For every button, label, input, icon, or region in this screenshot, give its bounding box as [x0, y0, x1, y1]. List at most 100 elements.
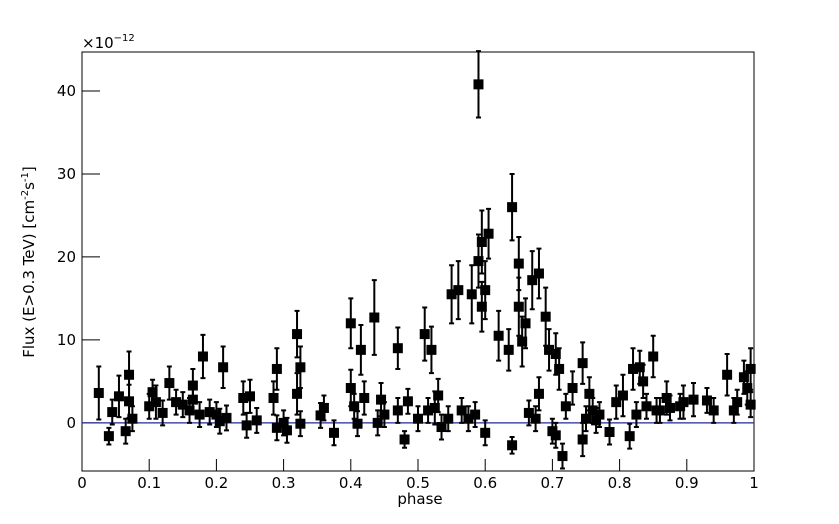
data-point	[157, 407, 168, 418]
x-tick-label: 0.3	[272, 474, 296, 492]
data-point	[617, 390, 628, 401]
data-point	[150, 397, 161, 408]
data-point	[355, 344, 366, 355]
data-point	[728, 405, 739, 416]
x-tick-label: 0.5	[406, 474, 430, 492]
data-point	[107, 407, 118, 418]
data-point	[584, 388, 595, 399]
data-point	[470, 409, 481, 420]
data-point	[144, 401, 155, 412]
data-point	[352, 418, 363, 429]
data-point	[292, 388, 303, 399]
data-point	[473, 256, 484, 267]
data-point	[533, 388, 544, 399]
x-tick-label: 0.8	[608, 474, 632, 492]
data-point	[372, 417, 383, 428]
data-point	[745, 363, 756, 374]
data-point	[315, 410, 326, 421]
data-point	[413, 413, 423, 424]
data-point	[423, 405, 434, 416]
data-point	[456, 405, 467, 416]
data-point	[113, 391, 124, 402]
data-point	[594, 409, 605, 420]
data-point	[349, 401, 360, 412]
data-point	[295, 362, 306, 373]
x-tick-label: 1	[749, 474, 759, 492]
ylabel-part: ]	[20, 166, 38, 172]
data-point	[732, 397, 743, 408]
data-point	[544, 344, 555, 355]
data-point	[443, 413, 454, 424]
data-point	[493, 330, 504, 341]
data-point	[503, 344, 514, 355]
data-point	[426, 344, 437, 355]
data-point	[214, 416, 225, 427]
data-point	[271, 363, 282, 374]
data-point	[557, 451, 568, 462]
data-point	[520, 318, 531, 329]
data-point	[577, 358, 588, 369]
x-tick-label: 0.9	[675, 474, 699, 492]
data-point	[271, 422, 282, 433]
data-point	[634, 362, 645, 373]
data-point	[194, 409, 205, 420]
data-point	[184, 405, 195, 416]
data-point	[124, 369, 135, 380]
data-point	[402, 396, 413, 407]
data-point	[517, 336, 528, 347]
data-point	[708, 405, 719, 416]
data-point	[251, 415, 262, 426]
data-point	[665, 402, 675, 413]
data-point	[661, 392, 672, 403]
data-point	[238, 392, 249, 403]
data-point	[701, 395, 712, 406]
data-point	[507, 440, 518, 451]
data-point	[540, 311, 551, 322]
data-point	[722, 369, 733, 380]
data-point	[577, 434, 588, 445]
data-point	[392, 405, 403, 416]
data-point	[127, 413, 138, 424]
y-tick-label: 0	[66, 414, 76, 432]
data-point	[628, 363, 639, 374]
data-point	[648, 351, 659, 362]
data-point	[567, 383, 578, 394]
data-point	[171, 397, 182, 408]
y-axis-label: Flux (E>0.3 TeV) [cm-2s-1]	[20, 166, 38, 358]
data-point	[523, 407, 534, 418]
y-tick-label: 30	[57, 165, 76, 183]
data-point	[745, 399, 756, 410]
data-point	[513, 301, 524, 312]
data-point	[550, 430, 561, 441]
data-point	[392, 343, 403, 354]
data-point	[103, 431, 114, 442]
data-point	[436, 422, 447, 433]
data-point	[292, 329, 303, 340]
data-point	[318, 402, 329, 413]
data-point	[369, 312, 380, 323]
data-point	[483, 228, 494, 239]
data-point	[507, 202, 518, 213]
data-point	[480, 285, 491, 296]
data-point	[329, 427, 339, 438]
data-point	[581, 413, 591, 424]
x-tick-label: 0.4	[339, 474, 363, 492]
data-point	[345, 383, 356, 394]
data-point	[604, 427, 615, 438]
ylabel-sup: -1	[20, 172, 31, 182]
x-axis-label: phase	[397, 490, 442, 508]
data-point	[476, 237, 487, 248]
data-point	[211, 409, 222, 420]
data-point	[379, 409, 390, 420]
multiplier-exponent: −12	[114, 33, 135, 44]
data-point	[453, 285, 464, 296]
data-point	[295, 418, 306, 429]
data-point	[476, 301, 487, 312]
data-point	[554, 363, 565, 374]
ylabel-part: Flux (E>0.3 TeV) [cm	[20, 200, 38, 358]
data-point	[245, 391, 255, 402]
data-point	[446, 289, 457, 300]
x-tick-label: 0	[77, 474, 87, 492]
data-point	[466, 289, 477, 300]
